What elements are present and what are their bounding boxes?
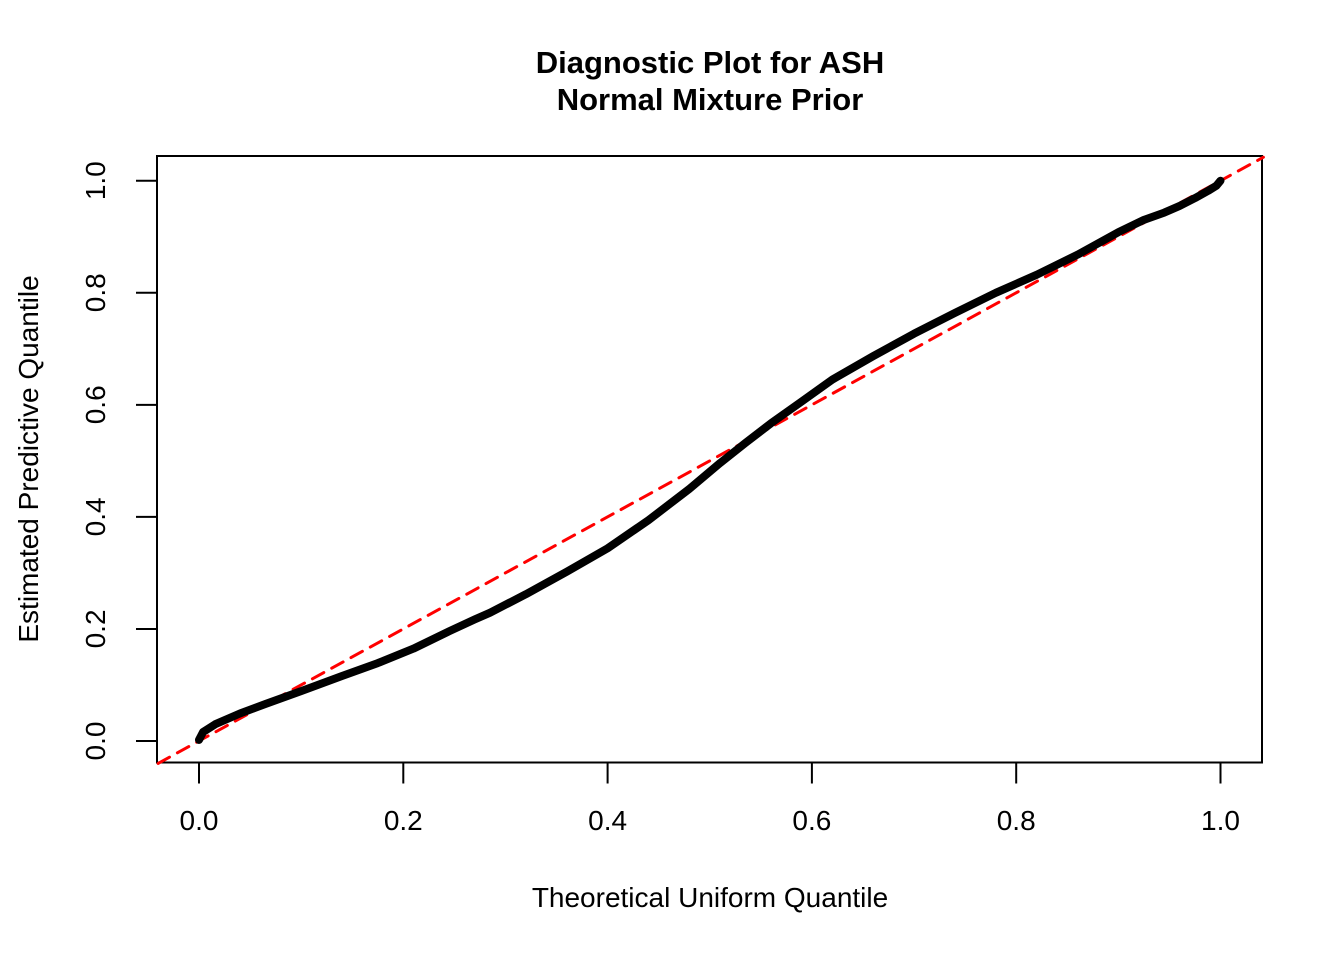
y-axis-label: Estimated Predictive Quantile bbox=[13, 275, 44, 642]
x-tick-label: 0.8 bbox=[997, 805, 1036, 836]
x-tick-label: 0.4 bbox=[588, 805, 627, 836]
y-tick-label: 0.2 bbox=[80, 609, 111, 648]
identity-reference-line bbox=[156, 155, 1265, 765]
chart-title-line2: Normal Mixture Prior bbox=[557, 82, 864, 117]
y-tick-label: 1.0 bbox=[80, 161, 111, 200]
x-tick-label: 1.0 bbox=[1201, 805, 1240, 836]
estimated-predictive-quantile-curve bbox=[195, 176, 1225, 744]
axis-ticks: 0.0 0.2 0.4 0.6 0.8 1.0 0.0 0.2 0.4 0.6 0.8 1.0 bbox=[80, 161, 1240, 836]
x-tick-label: 0.2 bbox=[384, 805, 423, 836]
y-tick-label: 0.0 bbox=[80, 722, 111, 761]
y-tick-label: 0.4 bbox=[80, 497, 111, 536]
series-layer bbox=[156, 155, 1265, 765]
y-tick-label: 0.6 bbox=[80, 385, 111, 424]
y-tick-label: 0.8 bbox=[80, 273, 111, 312]
plot-border bbox=[156, 155, 1263, 764]
x-tick-label: 0.0 bbox=[180, 805, 219, 836]
chart-title-line1: Diagnostic Plot for ASH bbox=[536, 45, 884, 80]
x-tick-label: 0.6 bbox=[792, 805, 831, 836]
x-axis-label: Theoretical Uniform Quantile bbox=[532, 882, 888, 913]
